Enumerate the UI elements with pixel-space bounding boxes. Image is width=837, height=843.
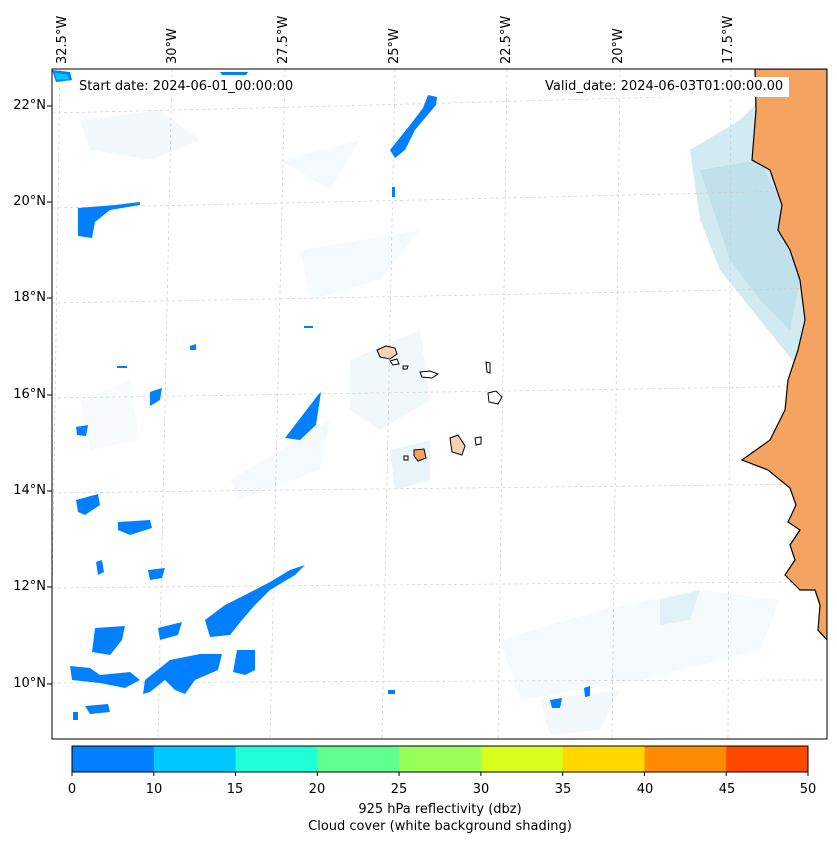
lat-label-18n: 18°N (13, 290, 46, 305)
colorbar-tick-35: 35 (554, 782, 572, 797)
colorbar-segment (317, 746, 400, 772)
colorbar-tick-20: 20 (308, 782, 326, 797)
lon-label-20w: 20°W (611, 28, 626, 64)
colorbar-tick-45: 45 (718, 782, 736, 797)
lat-label-16n: 16°N (13, 387, 46, 402)
lat-label-10n: 10°N (13, 676, 46, 691)
lon-label-32-5w: 32.5°W (55, 15, 70, 64)
colorbar (71, 745, 809, 776)
cape-verde-islands (376, 345, 503, 462)
colorbar-tick-15: 15 (226, 782, 244, 797)
lon-label-17-5w: 17.5°W (721, 15, 736, 64)
colorbar-tick-0: 0 (67, 782, 77, 797)
colorbar-segment (562, 746, 645, 772)
colorbar-sublabel: Cloud cover (white background shading) (308, 819, 572, 834)
colorbar-label: 925 hPa reflectivity (dbz) (358, 802, 522, 817)
lat-label-22n: 22°N (13, 98, 46, 113)
colorbar-segment (480, 746, 564, 772)
colorbar-frame (71, 745, 809, 773)
colorbar-tick-10: 10 (145, 782, 163, 797)
cloud-cover-shading (80, 80, 827, 735)
colorbar-segment (153, 746, 237, 772)
colorbar-tick-40: 40 (636, 782, 654, 797)
graticule (52, 69, 827, 739)
lon-label-30w: 30°W (165, 28, 180, 64)
colorbar-segment (399, 746, 482, 772)
colorbar-segment (235, 746, 318, 772)
lon-label-27-5w: 27.5°W (276, 15, 291, 64)
map-panel (52, 69, 827, 739)
colorbar-segment (726, 746, 809, 772)
lon-label-22-5w: 22.5°W (499, 15, 514, 64)
africa-mainland (740, 69, 827, 641)
reflectivity-patch-10-15 (53, 71, 71, 81)
reflectivity-patches (52, 70, 590, 720)
start-date-label: Start date: 2024-06-01_00:00:00 (73, 77, 300, 97)
lat-ticks (47, 105, 52, 685)
colorbar-segment (72, 746, 155, 772)
valid-date-label: Valid_date: 2024-06-03T01:00:00.00 (539, 77, 790, 97)
lat-label-20n: 20°N (13, 194, 46, 209)
colorbar-segment (644, 746, 727, 772)
lat-label-14n: 14°N (13, 483, 46, 498)
map-frame (51, 68, 828, 740)
colorbar-tick-25: 25 (390, 782, 408, 797)
colorbar-tick-50: 50 (799, 782, 817, 797)
lat-label-12n: 12°N (13, 579, 46, 594)
colorbar-tick-30: 30 (472, 782, 490, 797)
lon-label-25w: 25°W (387, 28, 402, 64)
